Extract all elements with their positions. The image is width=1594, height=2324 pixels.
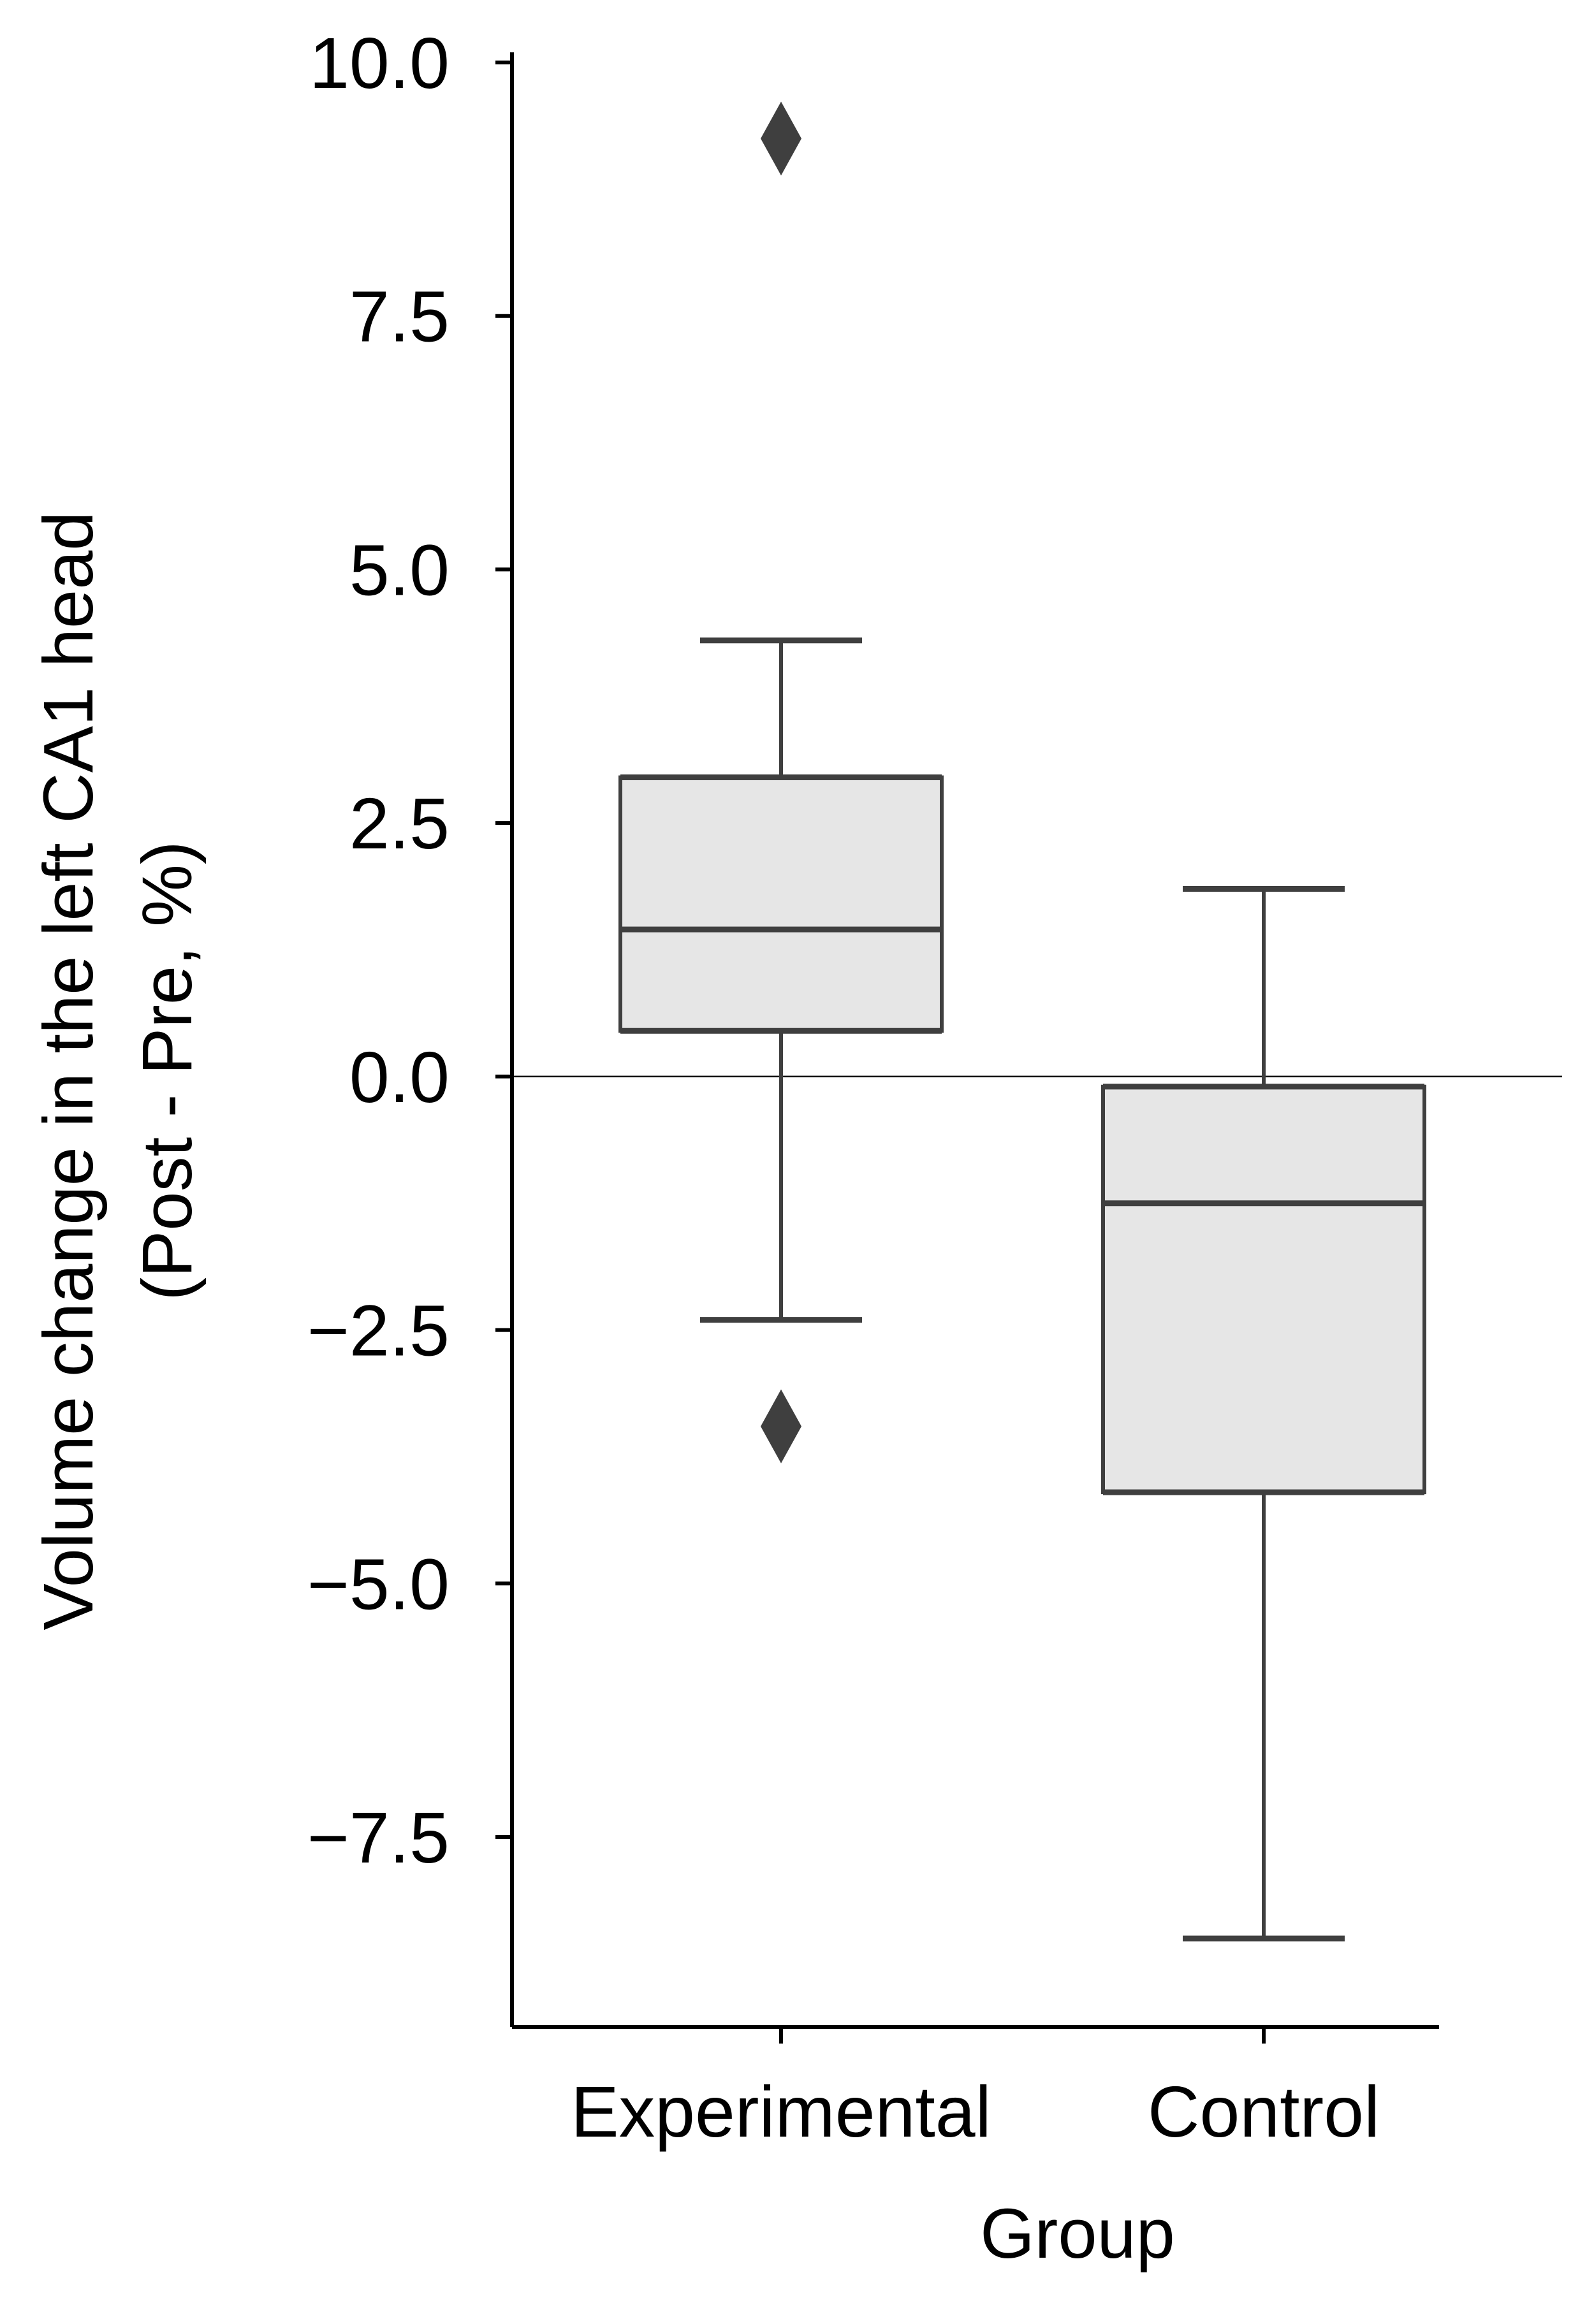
y-axis: 10.0 7.5 5.0 2.5 0.0 −2.5 −5.0 −7.5 xyxy=(307,23,514,2027)
y-tick-label: 0.0 xyxy=(349,1037,450,1117)
box-experimental xyxy=(618,101,944,1463)
y-tick-label: 7.5 xyxy=(349,277,450,357)
y-axis-label-line: (Post - Pre, %) xyxy=(128,841,207,1300)
outlier-point xyxy=(761,1389,801,1463)
y-axis-label-line: Volume change in the left CA1 head xyxy=(29,511,108,1630)
x-axis: Experimental Control xyxy=(512,2025,1439,2152)
outlier-point xyxy=(761,101,801,176)
x-tick-label: Experimental xyxy=(571,2072,991,2152)
y-axis-label: Volume change in the left CA1 head (Post … xyxy=(29,511,207,1630)
boxes-group xyxy=(618,101,1426,1942)
y-tick-label: 5.0 xyxy=(349,530,450,610)
x-tick-label: Control xyxy=(1148,2072,1380,2152)
y-tick-label: 10.0 xyxy=(309,23,450,103)
box-control xyxy=(1101,886,1426,1942)
iqr-box xyxy=(618,775,944,1033)
y-tick-label: −2.5 xyxy=(307,1291,450,1371)
y-tick-label: −5.0 xyxy=(307,1544,450,1624)
y-tick-label: 2.5 xyxy=(349,783,450,864)
x-axis-label: Group xyxy=(980,2195,1175,2273)
y-tick-label: −7.5 xyxy=(307,1797,450,1878)
iqr-box xyxy=(1101,1084,1426,1495)
